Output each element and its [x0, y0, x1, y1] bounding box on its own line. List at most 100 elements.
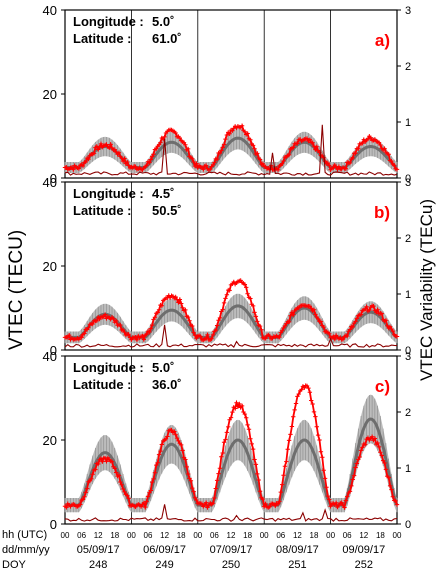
observed-marker — [79, 335, 84, 340]
observed-marker — [332, 336, 337, 342]
observed-marker — [343, 166, 349, 171]
right-tick-label: 3 — [405, 351, 411, 363]
observed-marker — [93, 467, 98, 472]
observed-marker — [83, 159, 88, 165]
observed-marker — [277, 334, 282, 340]
observed-marker — [183, 142, 188, 147]
observed-marker — [239, 403, 245, 409]
observed-marker — [144, 163, 149, 168]
observed-marker — [299, 387, 304, 392]
observed-marker — [336, 164, 342, 169]
observed-marker — [118, 322, 123, 328]
observed-marker — [262, 504, 267, 509]
hour-tick-label: 12 — [359, 531, 368, 540]
observed-marker — [213, 486, 218, 491]
longitude-value: 5.0˚ — [152, 14, 174, 29]
observed-marker — [173, 294, 178, 300]
observed-marker — [231, 279, 236, 285]
observed-marker — [284, 459, 289, 464]
observed-marker — [187, 476, 192, 481]
observed-marker — [216, 471, 221, 476]
observed-marker — [257, 157, 263, 162]
observed-marker — [242, 129, 248, 134]
observed-marker — [126, 163, 131, 168]
observed-marker — [239, 123, 245, 128]
observed-marker — [256, 477, 261, 483]
observed-marker — [353, 465, 358, 470]
observed-marker — [104, 142, 109, 147]
latitude-label: Latitude : — [73, 203, 132, 218]
observed-marker — [315, 432, 321, 438]
observed-marker — [356, 457, 361, 462]
observed-marker — [313, 414, 318, 419]
hour-tick-label: 18 — [177, 531, 186, 540]
observed-marker — [318, 449, 324, 454]
observed-marker — [234, 400, 239, 406]
observed-marker — [389, 487, 394, 492]
observed-marker — [253, 462, 259, 467]
hour-tick-label: 00 — [393, 531, 402, 540]
observed-marker — [219, 148, 224, 153]
observed-marker — [148, 157, 153, 162]
observed-marker — [141, 337, 147, 342]
observed-marker — [165, 434, 170, 439]
observed-marker — [354, 461, 360, 466]
observed-marker — [317, 437, 322, 443]
observed-marker — [104, 459, 109, 464]
observed-marker — [212, 495, 217, 501]
observed-marker — [343, 498, 349, 503]
observed-marker — [226, 424, 231, 430]
left-tick-label: 0 — [50, 343, 57, 358]
observed-marker — [282, 323, 288, 329]
date-label: 07/09/17 — [210, 544, 253, 556]
observed-marker — [220, 145, 225, 150]
observed-marker — [144, 499, 149, 504]
observed-marker — [96, 461, 101, 467]
observed-marker — [250, 446, 256, 452]
observed-marker — [90, 321, 95, 327]
observed-marker — [255, 151, 260, 156]
observed-marker — [321, 324, 326, 330]
observed-marker — [278, 489, 283, 495]
observed-marker — [386, 152, 391, 157]
observed-marker — [279, 161, 285, 166]
observed-marker — [210, 332, 216, 338]
observed-marker — [286, 319, 292, 325]
longitude-label: Longitude : — [73, 14, 144, 29]
latitude-label: Latitude : — [73, 31, 132, 46]
observed-marker — [80, 163, 86, 169]
observed-marker — [151, 476, 156, 482]
panel-label: a) — [375, 31, 390, 50]
hour-tick-label: 06 — [77, 531, 86, 540]
panel-b: 0 20 40 0 1 2 3 Longitude : 4.5˚ Latitude : 50.5˚ b… — [43, 175, 412, 358]
hour-tick-label: 18 — [310, 531, 319, 540]
observed-marker — [345, 494, 350, 499]
bottom-row-label: hh (UTC) — [2, 529, 47, 541]
variability-line — [64, 124, 398, 176]
observed-marker — [390, 328, 396, 334]
observed-marker — [295, 394, 300, 399]
observed-marker — [228, 415, 234, 420]
observed-marker — [158, 448, 163, 454]
observed-marker — [217, 150, 223, 156]
observed-marker — [141, 500, 147, 506]
observed-marker — [311, 409, 317, 415]
observed-marker — [230, 128, 235, 133]
observed-marker — [289, 424, 295, 429]
observed-marker — [260, 496, 266, 502]
observed-marker — [356, 146, 361, 151]
observed-marker — [223, 296, 228, 301]
observed-marker — [311, 307, 317, 312]
observed-marker — [302, 385, 307, 391]
observed-marker — [205, 332, 210, 338]
observed-marker — [350, 155, 355, 161]
observed-marker — [267, 333, 272, 339]
date-label: 09/09/17 — [342, 544, 385, 556]
observed-marker — [155, 460, 160, 465]
observed-marker — [143, 504, 148, 510]
observed-marker — [385, 323, 390, 329]
doy-label: 251 — [288, 559, 306, 571]
observed-marker — [389, 158, 394, 164]
observed-marker — [227, 288, 232, 293]
